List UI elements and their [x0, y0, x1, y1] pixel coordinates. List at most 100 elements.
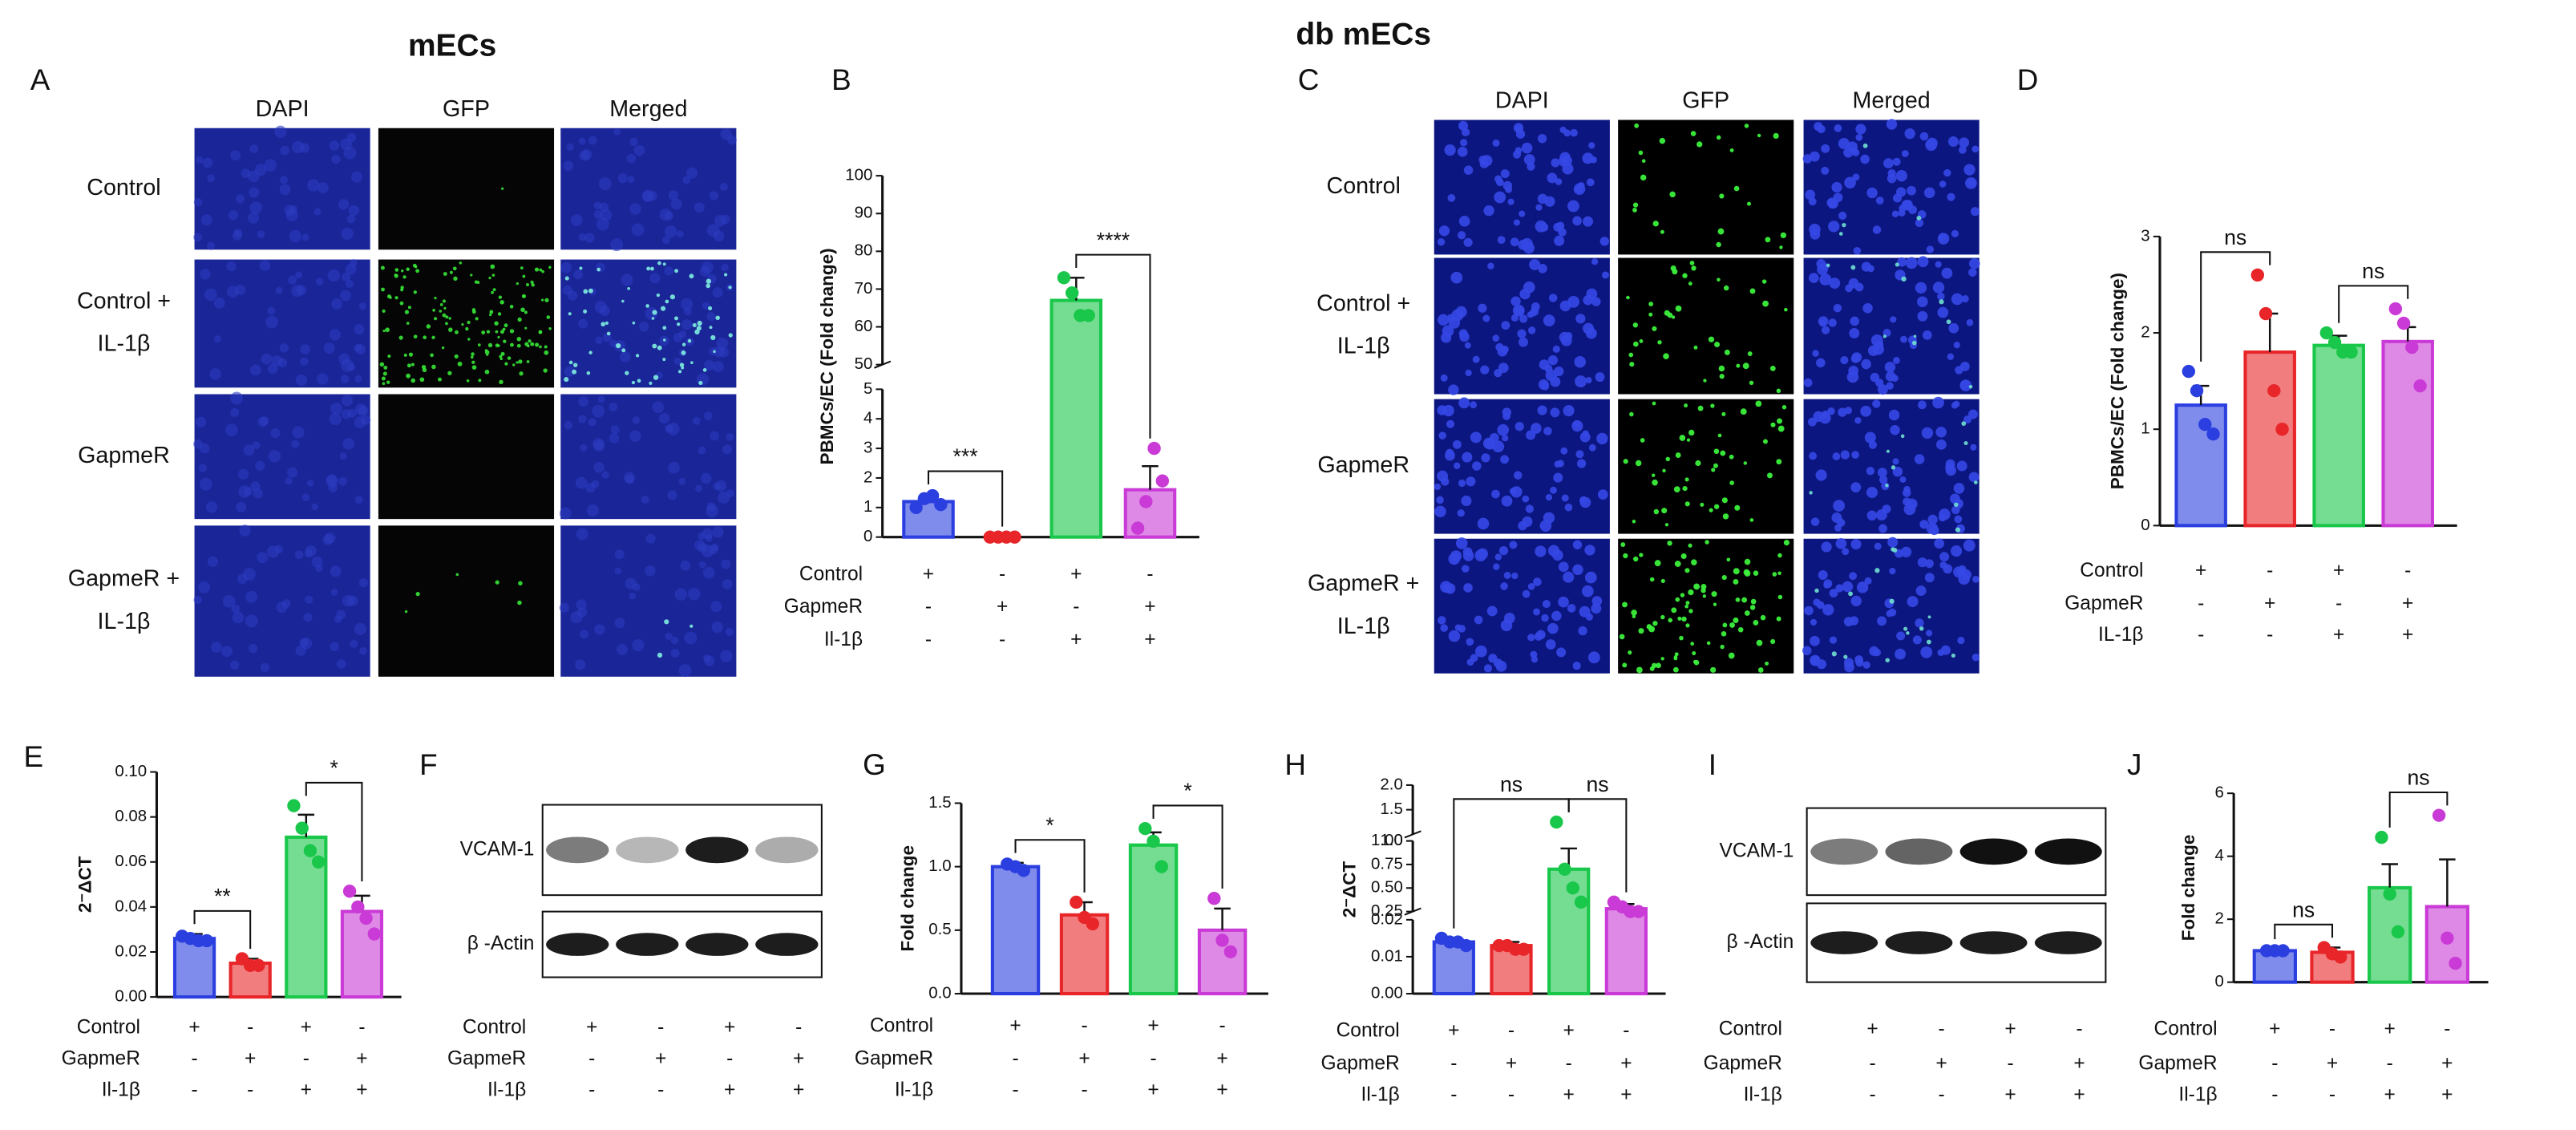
cell: [627, 176, 635, 184]
blot-band: [616, 836, 679, 864]
cell: [1692, 651, 1696, 656]
condition-sign: -: [303, 1047, 309, 1069]
cell: [1457, 231, 1466, 240]
cell: [1747, 351, 1753, 356]
cell: [1677, 616, 1682, 621]
cell: [645, 304, 649, 308]
micrograph: [560, 259, 737, 388]
cell: [354, 496, 363, 504]
condition-sign: +: [2264, 593, 2275, 614]
cell: [1550, 486, 1557, 494]
cell: [704, 411, 713, 420]
cell: [677, 230, 684, 238]
cell: [1862, 143, 1868, 148]
condition-sign: -: [1508, 1020, 1514, 1042]
cell: [1639, 338, 1644, 343]
condition-sign: -: [2008, 1053, 2014, 1075]
cell: [613, 128, 621, 136]
cell: [1530, 650, 1538, 658]
cell: [1810, 654, 1821, 666]
cell: [620, 351, 631, 362]
y-tick-label: 1.0: [1380, 831, 1402, 849]
cell: [1749, 605, 1756, 610]
bar: [340, 909, 384, 999]
cell: [1494, 553, 1502, 561]
cell: [1711, 468, 1716, 472]
cell: [588, 136, 597, 145]
cell: [1657, 340, 1662, 345]
condition-sign: -: [2077, 1019, 2083, 1040]
cell: [1690, 642, 1695, 646]
condition-sign: +: [2073, 1053, 2085, 1075]
cell: [1636, 666, 1643, 674]
cell: [1547, 354, 1559, 366]
cell: [592, 404, 605, 418]
cell: [1452, 439, 1462, 449]
blot-band: [546, 836, 609, 864]
cell: [1813, 598, 1821, 606]
cell: [504, 362, 508, 366]
cell: [1810, 618, 1818, 626]
cell: [311, 556, 323, 568]
cell: [307, 179, 320, 192]
condition-sign: -: [1566, 1053, 1572, 1075]
cell: [1552, 549, 1563, 561]
cell: [684, 631, 698, 645]
cell: [442, 313, 447, 318]
cell: [1492, 440, 1505, 453]
condition-name: Control: [463, 1017, 526, 1039]
cell: [419, 377, 425, 383]
cell: [1533, 577, 1542, 586]
cell: [1816, 358, 1826, 368]
cell: [1498, 546, 1509, 556]
cell: [1434, 505, 1446, 518]
cell: [1436, 496, 1444, 504]
cell: [575, 476, 588, 489]
cell: [408, 352, 414, 357]
data-point: [1459, 938, 1473, 953]
cell: [1705, 540, 1709, 545]
cell: [1850, 265, 1856, 270]
cell: [331, 154, 341, 164]
cell: [410, 362, 415, 367]
cell: [1556, 647, 1567, 658]
cell: [1834, 524, 1842, 532]
cell: [1474, 615, 1483, 625]
y-tick-label: 2: [863, 468, 872, 486]
cell: [1956, 460, 1967, 472]
cell: [1724, 285, 1729, 291]
cell: [1541, 614, 1549, 622]
cell: [1756, 639, 1763, 646]
cell: [498, 295, 503, 299]
cell: [1951, 402, 1959, 409]
cell: [406, 373, 411, 379]
cell: [1522, 495, 1530, 503]
cell: [524, 342, 529, 346]
cell: [484, 369, 490, 375]
cell: [1706, 641, 1711, 646]
condition-sign: +: [1620, 1083, 1632, 1105]
cell: [471, 360, 475, 364]
cell: [503, 339, 507, 343]
y-tick-label: 60: [855, 317, 873, 335]
cell: [1917, 256, 1929, 268]
row-label: IL-1β: [98, 331, 151, 357]
cell: [1713, 504, 1720, 509]
cell: [1519, 288, 1531, 300]
cell: [445, 315, 449, 319]
significance-bracket: [305, 781, 363, 881]
blot-band: [616, 933, 679, 956]
y-tick-label: 0: [2141, 516, 2149, 534]
cell: [1500, 455, 1510, 464]
cell: [1821, 541, 1832, 553]
cell: [1939, 180, 1947, 188]
cell: [487, 342, 493, 348]
cell: [715, 315, 720, 321]
cell: [1899, 476, 1907, 483]
cell: [614, 618, 625, 629]
error-bar: [1214, 907, 1231, 930]
cell: [1913, 334, 1917, 338]
data-point: [2396, 316, 2411, 330]
cell: [1717, 433, 1722, 438]
y-tick-label: 0.00: [1371, 983, 1403, 1002]
